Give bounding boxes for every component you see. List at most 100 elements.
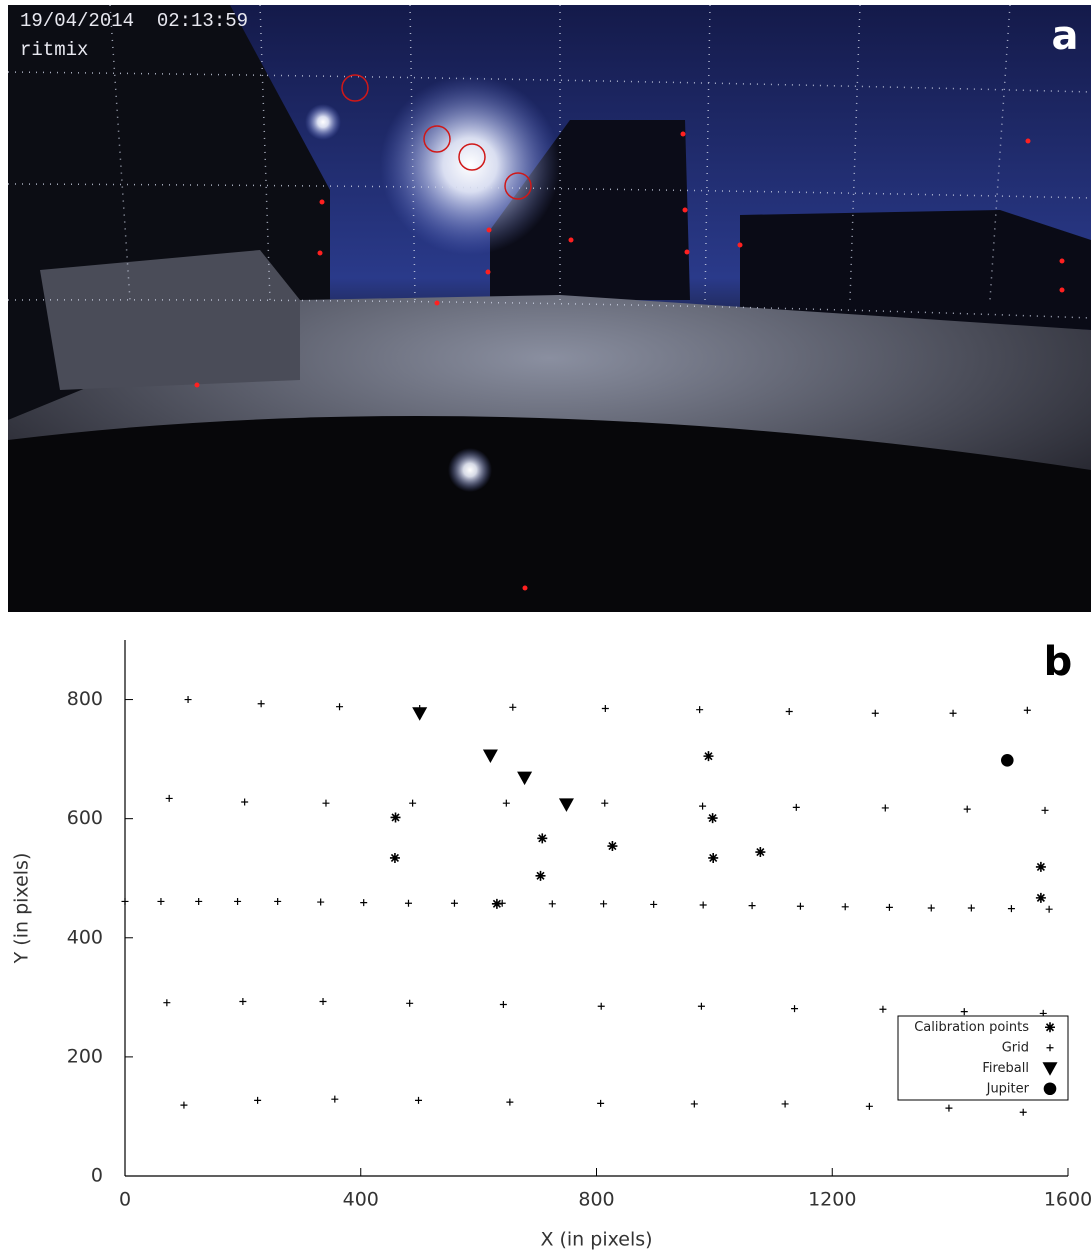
data-point xyxy=(690,1100,698,1108)
data-point xyxy=(482,749,498,764)
data-point xyxy=(885,903,893,911)
data-point xyxy=(491,898,502,909)
data-point xyxy=(1000,754,1014,767)
data-point xyxy=(319,998,327,1005)
data-point xyxy=(163,999,171,1007)
data-point xyxy=(597,1002,605,1010)
data-point xyxy=(241,798,249,806)
data-point xyxy=(945,1104,953,1112)
x-tick-label: 1600 xyxy=(1044,1189,1091,1211)
x-tick-label: 0 xyxy=(119,1189,131,1211)
data-point xyxy=(650,900,658,908)
data-point xyxy=(879,1005,887,1013)
data-point xyxy=(696,706,704,714)
data-point xyxy=(1041,806,1049,814)
y-tick-label: 600 xyxy=(67,807,103,829)
data-point xyxy=(322,799,330,807)
data-point xyxy=(180,1101,188,1109)
y-tick-label: 400 xyxy=(67,926,103,948)
data-point xyxy=(257,700,265,708)
data-point xyxy=(360,899,368,907)
data-point xyxy=(558,798,574,812)
data-point xyxy=(791,1005,799,1013)
data-point xyxy=(748,902,756,910)
data-point xyxy=(601,799,609,807)
panel-label: b xyxy=(1044,639,1073,685)
data-point xyxy=(254,1096,262,1104)
data-point xyxy=(165,794,173,802)
data-point xyxy=(1045,905,1053,913)
data-point xyxy=(600,900,608,908)
data-point xyxy=(881,804,889,812)
legend: Calibration points Grid Fireball Jupiter xyxy=(897,1015,1069,1101)
data-point xyxy=(390,812,401,823)
data-point xyxy=(796,902,804,910)
data-point xyxy=(537,833,548,844)
data-point xyxy=(389,852,400,863)
data-point xyxy=(781,1100,789,1108)
data-point xyxy=(607,841,618,852)
data-point xyxy=(699,802,707,810)
x-axis-label: X (in pixels) xyxy=(540,1229,652,1251)
data-point xyxy=(967,904,975,912)
y-tick-label: 0 xyxy=(91,1165,103,1187)
camera-name: ritmix xyxy=(20,39,88,61)
legend-label: Grid xyxy=(1002,1040,1029,1055)
legend-label: Jupiter xyxy=(986,1081,1030,1096)
x-tick-label: 1200 xyxy=(808,1189,856,1211)
data-point xyxy=(239,998,247,1005)
x-tick-label: 800 xyxy=(578,1189,614,1211)
data-point xyxy=(949,709,957,717)
timestamp: 19/04/2014 02:13:59 xyxy=(20,10,248,32)
legend-marker xyxy=(1042,1062,1058,1076)
data-point xyxy=(498,899,506,907)
data-point xyxy=(184,696,192,704)
data-point xyxy=(707,813,718,824)
data-point xyxy=(517,771,533,786)
data-point xyxy=(412,707,428,721)
data-point xyxy=(450,899,458,907)
data-point xyxy=(336,703,344,711)
data-point xyxy=(274,897,282,905)
legend-marker xyxy=(1045,1022,1055,1033)
data-point xyxy=(535,870,546,881)
data-point xyxy=(703,751,714,762)
data-point xyxy=(601,704,609,712)
data-point xyxy=(331,1095,339,1103)
data-point xyxy=(708,852,719,863)
data-point xyxy=(317,898,325,906)
data-point xyxy=(792,803,800,811)
data-point xyxy=(502,799,510,807)
legend-label: Fireball xyxy=(982,1061,1029,1076)
data-point xyxy=(499,1000,507,1008)
data-point xyxy=(927,904,935,912)
data-point xyxy=(406,999,414,1007)
data-point xyxy=(960,1008,968,1016)
legend-box xyxy=(897,1015,1069,1101)
data-point xyxy=(697,1002,705,1010)
data-point xyxy=(409,799,417,807)
data-point xyxy=(195,897,203,905)
data-point xyxy=(871,709,879,717)
legend-label: Calibration points xyxy=(914,1020,1029,1035)
data-point xyxy=(1007,905,1015,913)
legend-marker xyxy=(1043,1082,1057,1096)
data-point xyxy=(963,805,971,813)
data-point xyxy=(1035,861,1046,872)
data-point xyxy=(121,897,129,905)
data-point xyxy=(1023,706,1031,714)
data-point xyxy=(509,703,517,711)
x-tick-label: 400 xyxy=(343,1189,379,1211)
panel-label: a xyxy=(1052,13,1079,59)
legend-marker xyxy=(1046,1044,1054,1052)
data-point xyxy=(597,1099,605,1107)
data-point xyxy=(785,707,793,715)
data-point xyxy=(841,903,849,911)
y-tick-label: 800 xyxy=(67,688,103,710)
data-point xyxy=(234,897,242,905)
y-tick-label: 200 xyxy=(67,1045,103,1067)
data-point xyxy=(506,1098,514,1106)
data-point xyxy=(548,900,556,908)
data-point xyxy=(1019,1108,1027,1116)
y-axis-label: Y (in pixels) xyxy=(11,853,33,965)
